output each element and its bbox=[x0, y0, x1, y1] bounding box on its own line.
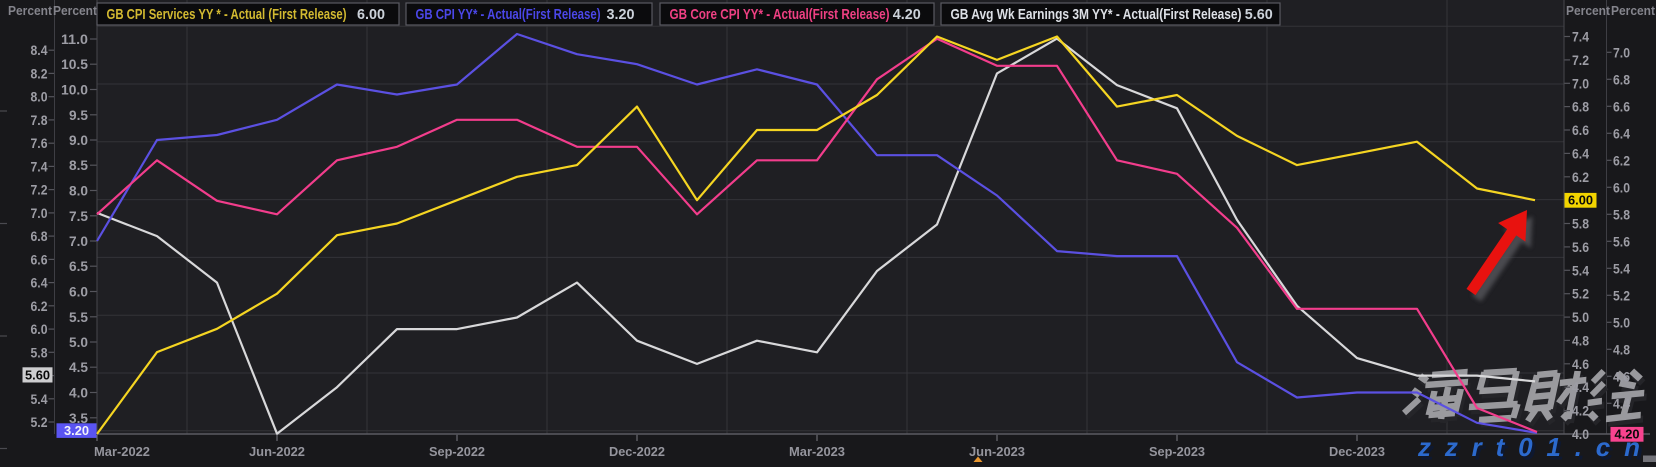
svg-text:8.4: 8.4 bbox=[31, 42, 48, 58]
svg-text:9.0: 9.0 bbox=[69, 132, 88, 148]
svg-text:Mar-2023: Mar-2023 bbox=[789, 444, 845, 459]
svg-text:5.4: 5.4 bbox=[1572, 262, 1589, 278]
svg-text:7.5: 7.5 bbox=[69, 208, 88, 224]
svg-text:3.5: 3.5 bbox=[69, 410, 88, 426]
svg-text:4.8: 4.8 bbox=[1572, 332, 1589, 348]
svg-text:6.0: 6.0 bbox=[31, 321, 48, 337]
svg-text:6.5: 6.5 bbox=[69, 258, 88, 274]
svg-text:6.4: 6.4 bbox=[1613, 125, 1630, 141]
svg-text:10.5: 10.5 bbox=[61, 56, 88, 72]
svg-text:4.8: 4.8 bbox=[1613, 341, 1630, 357]
svg-text:7.2: 7.2 bbox=[1572, 52, 1589, 68]
svg-text:6.6: 6.6 bbox=[31, 251, 48, 267]
svg-text:5.60: 5.60 bbox=[1245, 6, 1273, 23]
svg-text:6.8: 6.8 bbox=[1613, 71, 1630, 87]
svg-text:Percent: Percent bbox=[1566, 3, 1611, 18]
svg-text:Sep-2023: Sep-2023 bbox=[1149, 444, 1205, 459]
svg-text:6.6: 6.6 bbox=[1572, 122, 1589, 138]
svg-text:7.4: 7.4 bbox=[1572, 29, 1589, 45]
svg-text:7.0: 7.0 bbox=[1572, 75, 1589, 91]
svg-text:5.60: 5.60 bbox=[25, 368, 50, 383]
svg-text:Dec-2023: Dec-2023 bbox=[1329, 444, 1385, 459]
svg-text:5.0: 5.0 bbox=[69, 334, 88, 350]
svg-text:7.0: 7.0 bbox=[1613, 44, 1630, 60]
svg-text:8.0: 8.0 bbox=[69, 183, 88, 199]
svg-text:Percent: Percent bbox=[53, 3, 98, 18]
svg-text:6.00: 6.00 bbox=[1568, 193, 1593, 208]
svg-text:6.2: 6.2 bbox=[31, 298, 48, 314]
svg-text:11.0: 11.0 bbox=[61, 31, 88, 47]
svg-text:Percent: Percent bbox=[1611, 3, 1656, 18]
svg-text:5.2: 5.2 bbox=[31, 414, 48, 430]
svg-text:4.0: 4.0 bbox=[69, 385, 88, 401]
svg-text:8.5: 8.5 bbox=[69, 157, 88, 173]
svg-text:5.8: 5.8 bbox=[1572, 216, 1589, 232]
svg-text:7.0: 7.0 bbox=[69, 233, 88, 249]
svg-text:4.20: 4.20 bbox=[893, 6, 921, 23]
svg-text:6.8: 6.8 bbox=[31, 228, 48, 244]
svg-text:4.4: 4.4 bbox=[1572, 379, 1589, 395]
svg-text:5.8: 5.8 bbox=[31, 344, 48, 360]
svg-text:4.5: 4.5 bbox=[69, 359, 88, 375]
svg-text:Jun-2023: Jun-2023 bbox=[969, 444, 1025, 459]
svg-text:7.6: 7.6 bbox=[31, 135, 48, 151]
svg-text:4.4: 4.4 bbox=[1613, 395, 1630, 411]
svg-text:7.0: 7.0 bbox=[31, 205, 48, 221]
svg-text:4.6: 4.6 bbox=[1613, 368, 1630, 384]
svg-text:GB Core CPI YY* - Actual(First: GB Core CPI YY* - Actual(First Release) bbox=[670, 6, 890, 23]
svg-text:4.20: 4.20 bbox=[1615, 427, 1640, 442]
svg-text:GB Avg Wk Earnings 3M YY* - Ac: GB Avg Wk Earnings 3M YY* - Actual(First… bbox=[951, 6, 1242, 23]
svg-text:6.0: 6.0 bbox=[69, 284, 88, 300]
svg-text:5.0: 5.0 bbox=[1613, 314, 1630, 330]
svg-text:5.5: 5.5 bbox=[69, 309, 88, 325]
svg-text:4.0: 4.0 bbox=[1572, 426, 1589, 442]
svg-text:4.6: 4.6 bbox=[1572, 356, 1589, 372]
svg-text:6.4: 6.4 bbox=[31, 275, 48, 291]
svg-text:GB CPI Services YY * - Actual: GB CPI Services YY * - Actual (First Rel… bbox=[107, 6, 347, 23]
svg-text:6.4: 6.4 bbox=[1572, 145, 1589, 161]
svg-text:8.0: 8.0 bbox=[31, 89, 48, 105]
svg-text:5.0: 5.0 bbox=[1572, 309, 1589, 325]
svg-text:zzrt01.cn: zzrt01.cn bbox=[1420, 436, 1653, 463]
svg-text:10.0: 10.0 bbox=[61, 82, 88, 98]
svg-text:7.4: 7.4 bbox=[31, 158, 48, 174]
svg-text:5.6: 5.6 bbox=[1572, 239, 1589, 255]
svg-text:3.20: 3.20 bbox=[64, 423, 89, 438]
svg-text:9.5: 9.5 bbox=[69, 107, 88, 123]
svg-text:5.8: 5.8 bbox=[1613, 206, 1630, 222]
svg-text:7.8: 7.8 bbox=[31, 112, 48, 128]
svg-text:6.00: 6.00 bbox=[357, 6, 385, 23]
svg-text:Percent: Percent bbox=[8, 3, 53, 18]
svg-text:6.2: 6.2 bbox=[1572, 169, 1589, 185]
svg-text:4.2: 4.2 bbox=[1572, 403, 1589, 419]
svg-text:6.2: 6.2 bbox=[1613, 152, 1630, 168]
svg-text:Dec-2022: Dec-2022 bbox=[609, 444, 665, 459]
svg-text:6.8: 6.8 bbox=[1572, 99, 1589, 115]
svg-text:7.2: 7.2 bbox=[31, 182, 48, 198]
svg-text:GB CPI YY* - Actual(First Rele: GB CPI YY* - Actual(First Release) bbox=[416, 6, 601, 23]
svg-text:8.2: 8.2 bbox=[31, 65, 48, 81]
svg-text:5.4: 5.4 bbox=[1613, 260, 1630, 276]
svg-text:zzrt01.cn: zzrt01.cn bbox=[1417, 432, 1650, 462]
svg-text:6.0: 6.0 bbox=[1613, 179, 1630, 195]
svg-text:Sep-2022: Sep-2022 bbox=[429, 444, 485, 459]
svg-text:Jun-2022: Jun-2022 bbox=[249, 444, 305, 459]
svg-text:5.4: 5.4 bbox=[31, 391, 48, 407]
svg-text:5.2: 5.2 bbox=[1613, 287, 1630, 303]
svg-text:6.6: 6.6 bbox=[1613, 98, 1630, 114]
svg-text:Mar-2022: Mar-2022 bbox=[94, 444, 150, 459]
svg-text:5.6: 5.6 bbox=[1613, 233, 1630, 249]
svg-text:5.2: 5.2 bbox=[1572, 286, 1589, 302]
svg-text:3.20: 3.20 bbox=[607, 6, 635, 23]
